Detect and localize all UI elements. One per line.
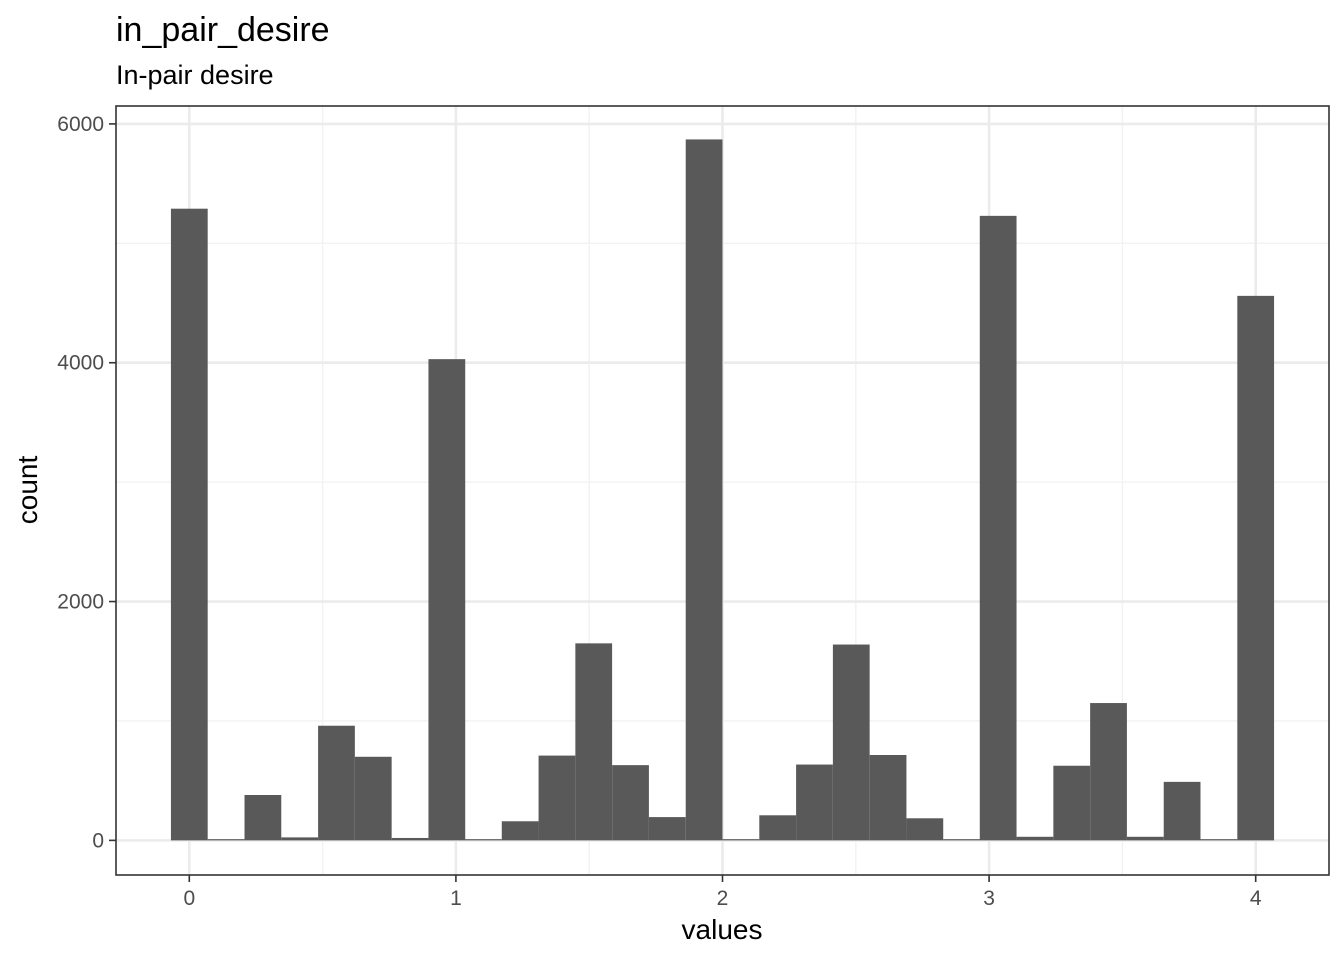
histogram-bar xyxy=(612,765,649,841)
histogram-bar xyxy=(979,215,1017,841)
histogram-bar xyxy=(538,755,576,841)
histogram-bar xyxy=(1126,836,1164,841)
histogram-bar xyxy=(354,756,392,841)
x-tick-label: 3 xyxy=(983,887,995,910)
histogram-bar xyxy=(207,839,245,841)
histogram-bar xyxy=(1163,781,1201,841)
histogram-bar xyxy=(832,644,870,841)
histogram-bar xyxy=(1237,295,1275,841)
histogram-bar xyxy=(501,821,539,841)
y-tick-label: 6000 xyxy=(57,113,104,136)
chart-title: in_pair_desire xyxy=(116,11,330,49)
histogram-bar xyxy=(943,839,981,841)
histogram-bar xyxy=(170,208,208,841)
histogram-bar xyxy=(648,817,686,841)
histogram-bar xyxy=(1090,703,1127,841)
histogram-bar xyxy=(391,837,429,841)
histogram-bars xyxy=(170,139,1275,841)
grid-lines xyxy=(116,106,1329,875)
histogram-bar xyxy=(281,837,319,841)
y-tick-label: 0 xyxy=(92,829,104,852)
y-tick-label: 2000 xyxy=(57,591,104,614)
histogram-bar xyxy=(685,139,723,841)
x-tick-label: 4 xyxy=(1250,887,1262,910)
x-tick-label: 2 xyxy=(717,887,729,910)
histogram-bar xyxy=(575,643,613,841)
histogram-bar xyxy=(1016,836,1054,841)
histogram-bar xyxy=(1200,839,1238,841)
y-axis-title: count xyxy=(12,456,43,525)
chart-subtitle: In-pair desire xyxy=(116,60,274,90)
axes: 0 1 2 3 4 0 2000 4000 6000 xyxy=(57,113,1262,910)
histogram-bar xyxy=(722,839,760,841)
histogram-bar xyxy=(464,839,502,841)
histogram-bar xyxy=(906,818,944,841)
x-tick-label: 1 xyxy=(450,887,462,910)
histogram-bar xyxy=(869,754,907,841)
x-axis-title: values xyxy=(682,914,763,945)
x-tick-label: 0 xyxy=(183,887,195,910)
histogram-bar xyxy=(759,815,797,841)
histogram-bar xyxy=(318,725,355,841)
histogram-bar xyxy=(1053,765,1091,841)
histogram-bar xyxy=(796,764,833,841)
y-tick-label: 4000 xyxy=(57,352,104,375)
histogram-bar xyxy=(244,794,282,841)
histogram-bar xyxy=(428,359,466,841)
